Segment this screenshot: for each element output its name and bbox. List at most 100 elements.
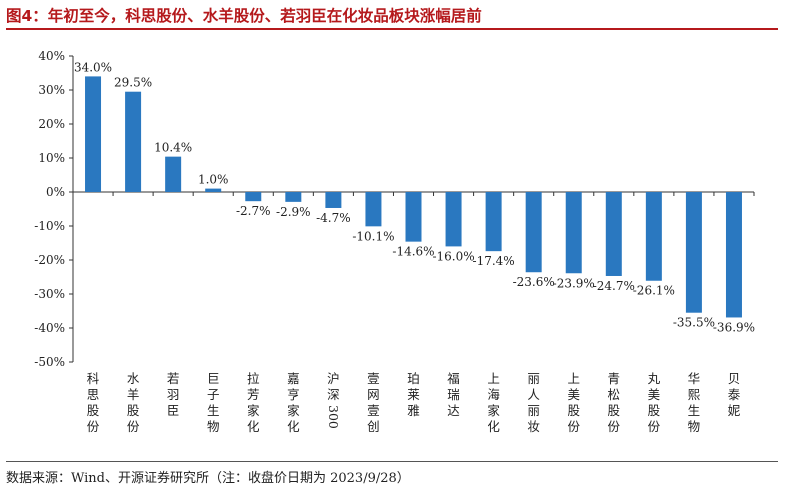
category-label-char: 贝 — [728, 371, 741, 386]
data-label-layer: 34.0%29.5% 10.4% 1.0% -2.7% -2.9% -4.7%-10.1%… — [74, 60, 755, 334]
bar — [325, 192, 342, 208]
bar — [485, 192, 502, 252]
category-label-char: 巨 — [207, 371, 220, 386]
y-tick-label: 0% — [46, 185, 65, 199]
bar — [605, 192, 622, 276]
data-label: -2.7% — [236, 204, 271, 218]
y-tick-label: -50% — [34, 355, 65, 369]
bar-layer — [85, 76, 742, 318]
y-tick-label: -10% — [34, 219, 65, 233]
category-label-char: 家 — [487, 403, 500, 418]
category-label-char: 股 — [648, 403, 661, 418]
category-label-char: 妮 — [728, 403, 741, 418]
category-label-char: 芳 — [247, 387, 260, 402]
category-label: 水羊股份 — [127, 371, 140, 434]
category-label-char: 达 — [447, 403, 460, 418]
bar — [525, 192, 542, 273]
title-rule — [6, 28, 778, 30]
category-label-char: 亨 — [287, 387, 300, 402]
category-label-char: 沪 — [327, 371, 340, 386]
bar — [125, 91, 142, 192]
category-label-char: 松 — [608, 387, 621, 402]
bar — [85, 76, 102, 192]
category-label: 福瑞达 — [447, 371, 460, 418]
bar — [365, 192, 382, 227]
category-label-char: 生 — [207, 403, 220, 418]
data-label: -17.4% — [473, 254, 515, 268]
category-label: 科思股份 — [87, 371, 100, 434]
category-label-char: 物 — [688, 419, 701, 434]
category-label-char: 化 — [487, 419, 500, 434]
data-label: -14.6% — [392, 245, 434, 259]
category-label-layer: 科思股份水羊股份若羽臣巨子生物拉芳家化嘉亨家化沪深300壹网壹创珀莱雅福瑞达上海… — [87, 371, 741, 434]
category-label-char: 股 — [127, 403, 140, 418]
category-label-char: 瑞 — [447, 387, 460, 402]
y-tick-label: 40% — [38, 49, 65, 63]
y-tick-label: 10% — [38, 151, 65, 165]
data-label: -16.0% — [432, 249, 474, 263]
bar — [205, 188, 222, 192]
footer-rule — [6, 461, 778, 462]
category-label-char: 丸 — [648, 371, 661, 386]
data-label: -23.9% — [553, 276, 595, 290]
category-label-char: 拉 — [247, 371, 260, 386]
y-tick-label: 20% — [38, 117, 65, 131]
category-label-char: 福 — [447, 371, 460, 386]
category-label-digits: 300 — [326, 405, 341, 429]
category-label-char: 美 — [648, 387, 661, 402]
category-label-char: 雅 — [407, 403, 420, 418]
data-label: -36.9% — [713, 320, 755, 334]
category-label-char: 创 — [367, 419, 380, 434]
category-label-char: 珀 — [407, 371, 420, 386]
category-label-char: 青 — [608, 371, 621, 386]
category-label-char: 家 — [287, 403, 300, 418]
chart-title: 图4：年初至今，科思股份、水羊股份、若羽臣在化妆品板块涨幅居前 — [6, 7, 482, 25]
category-label-char: 科 — [87, 371, 100, 386]
category-label: 沪深 300 — [326, 371, 341, 429]
category-label-char: 化 — [287, 419, 300, 434]
category-label-char: 股 — [87, 403, 100, 418]
category-label-char: 海 — [487, 387, 500, 402]
data-label: -26.1% — [633, 284, 675, 298]
data-label: -24.7% — [593, 279, 635, 293]
category-label-char: 份 — [87, 419, 100, 434]
category-label-char: 嘉 — [287, 371, 300, 386]
category-label: 贝泰妮 — [728, 371, 741, 418]
category-label-char: 股 — [567, 403, 580, 418]
category-label-char: 上 — [487, 371, 500, 386]
category-label-char: 羊 — [127, 387, 140, 402]
bar — [285, 192, 302, 202]
category-label-char: 化 — [247, 419, 260, 434]
data-label: -2.9% — [276, 205, 311, 219]
category-label-char: 莱 — [407, 387, 420, 402]
data-label: -23.6% — [513, 275, 555, 289]
bar — [405, 192, 422, 242]
category-label-char: 份 — [127, 419, 140, 434]
category-label-char: 网 — [367, 387, 380, 402]
source-note: 数据来源：Wind、开源证券研究所（注：收盘价日期为 2023/9/28） — [6, 471, 410, 486]
data-label: 10.4% — [154, 141, 192, 155]
data-label: 34.0% — [74, 60, 112, 74]
category-label-char: 丽 — [527, 371, 540, 386]
category-label-char: 臣 — [167, 403, 180, 418]
category-label-char: 人 — [527, 387, 540, 402]
category-label-char: 生 — [688, 403, 701, 418]
y-tick-label: 30% — [38, 83, 65, 97]
category-label-char: 物 — [207, 419, 220, 434]
category-label-char: 子 — [207, 387, 220, 402]
category-label-char: 泰 — [728, 387, 741, 402]
category-label-char: 壹 — [367, 403, 380, 418]
y-tick-label: -20% — [34, 253, 65, 267]
y-tick-label: -30% — [34, 287, 65, 301]
bar — [165, 156, 182, 192]
category-label-char: 丽 — [527, 403, 540, 418]
bar — [565, 192, 582, 274]
category-label-char: 份 — [608, 419, 621, 434]
